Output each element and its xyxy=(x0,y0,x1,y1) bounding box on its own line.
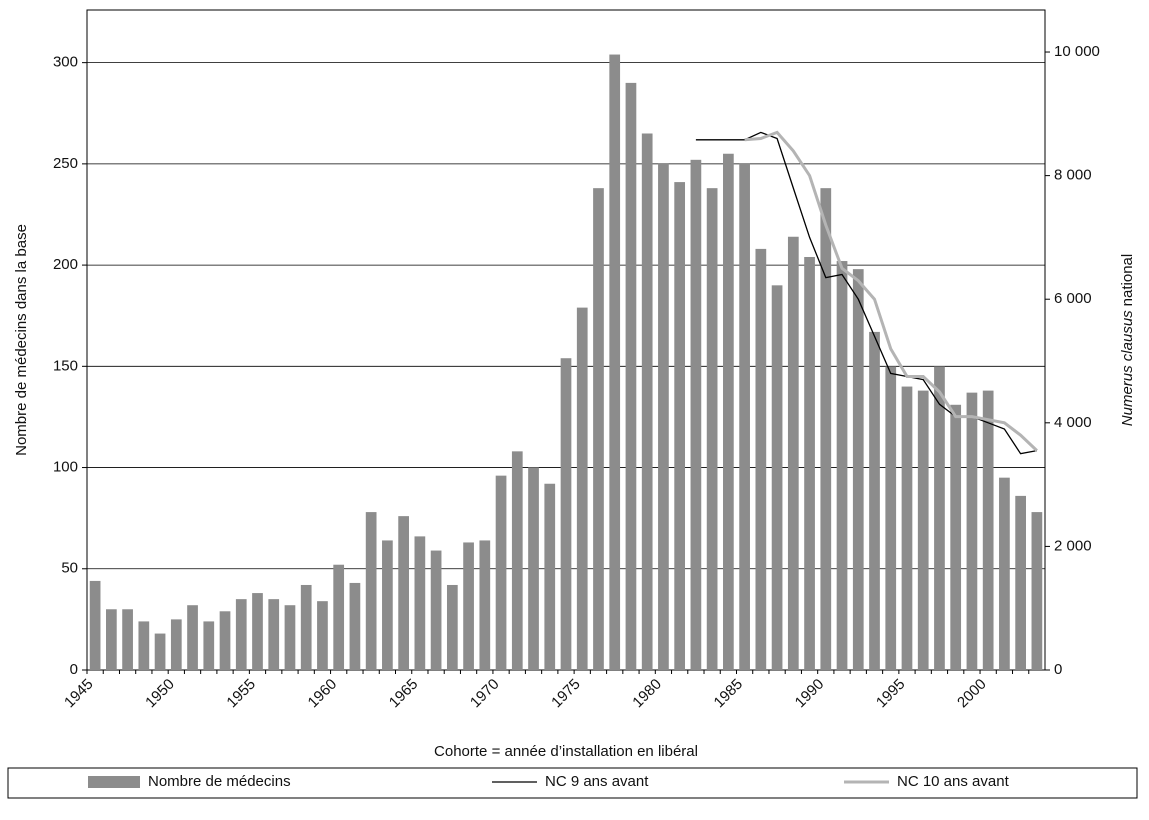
bar xyxy=(576,307,588,670)
x-tick-label: 1970 xyxy=(467,676,503,712)
bar xyxy=(528,467,539,670)
bar xyxy=(625,82,637,671)
y2-tick-label: 4 000 xyxy=(1054,414,1092,431)
x-tick-label: 1955 xyxy=(223,676,259,712)
bar xyxy=(219,611,231,670)
x-tick-label: 2000 xyxy=(954,676,990,712)
bar xyxy=(154,633,166,670)
bar xyxy=(836,261,848,670)
bar xyxy=(414,536,426,670)
bar xyxy=(593,188,604,670)
legend-label: Nombre de médecins xyxy=(148,773,291,790)
bar xyxy=(187,605,198,670)
bar xyxy=(382,540,393,670)
bar xyxy=(317,601,328,670)
y-tick-label: 250 xyxy=(53,155,78,172)
y2-tick-label: 10 000 xyxy=(1054,43,1100,60)
y2-tick-label: 8 000 xyxy=(1054,167,1092,184)
y2-tick-label: 2 000 xyxy=(1054,537,1092,554)
bar xyxy=(999,477,1010,670)
x-tick-label: 1975 xyxy=(548,676,584,712)
legend-label: NC 9 ans avant xyxy=(545,773,649,790)
bar xyxy=(641,133,653,670)
y2-label-regular: national xyxy=(1119,254,1136,307)
line xyxy=(695,131,1038,455)
bar xyxy=(885,366,897,670)
x-tick-label: 1950 xyxy=(142,676,178,712)
bar xyxy=(1031,512,1043,670)
bar xyxy=(122,609,133,670)
x-tick-label: 1980 xyxy=(629,676,665,712)
bar xyxy=(511,451,523,670)
bar xyxy=(365,512,377,670)
bar xyxy=(1015,495,1027,670)
bar xyxy=(300,584,312,670)
bar xyxy=(755,248,767,671)
y-axis-label: Nombre de médecins dans la base xyxy=(13,224,30,456)
bar xyxy=(739,163,750,670)
y-tick-label: 0 xyxy=(70,661,78,678)
x-tick-label: 1990 xyxy=(792,676,828,712)
bar xyxy=(950,404,962,670)
bar xyxy=(820,188,832,670)
legend-label: NC 10 ans avant xyxy=(897,773,1010,790)
x-tick-label: 1960 xyxy=(305,676,341,712)
line xyxy=(744,130,1038,452)
x-tick-label: 1945 xyxy=(61,676,97,712)
x-axis-label: Cohorte = année d’installation en libéra… xyxy=(434,743,698,760)
y-tick-label: 200 xyxy=(53,256,78,273)
bar xyxy=(690,159,702,670)
bar xyxy=(430,550,442,670)
bar xyxy=(349,582,361,670)
bar xyxy=(934,366,945,670)
bar xyxy=(479,540,491,670)
bar xyxy=(852,269,864,670)
bar xyxy=(706,188,718,670)
bar xyxy=(723,153,734,671)
bar xyxy=(658,163,669,670)
bar xyxy=(252,593,263,670)
y2-tick-label: 6 000 xyxy=(1054,290,1092,307)
y2-tick-label: 0 xyxy=(1054,661,1062,678)
bar xyxy=(674,182,686,671)
bar xyxy=(463,542,474,670)
y-tick-label: 50 xyxy=(61,560,78,577)
legend-swatch xyxy=(88,776,140,788)
bar xyxy=(105,609,117,670)
bar xyxy=(284,605,296,670)
bar xyxy=(398,516,409,670)
y-tick-label: 300 xyxy=(53,54,78,71)
bar xyxy=(609,54,621,671)
bar xyxy=(170,619,182,670)
y2-axis-label: Numerus clausus national xyxy=(1119,254,1136,426)
bar xyxy=(268,599,280,670)
bar xyxy=(544,483,556,670)
x-tick-label: 1995 xyxy=(873,676,909,712)
y-tick-label: 100 xyxy=(53,459,78,476)
bar xyxy=(235,599,247,670)
bar xyxy=(966,392,978,670)
bar xyxy=(446,584,458,670)
bar xyxy=(138,621,150,670)
x-tick-label: 1985 xyxy=(711,676,747,712)
bar xyxy=(495,475,507,670)
bar xyxy=(333,564,345,670)
bar xyxy=(560,358,572,670)
y-tick-label: 150 xyxy=(53,357,78,374)
bar xyxy=(203,621,215,670)
bar xyxy=(982,390,994,670)
bar xyxy=(89,580,101,670)
bar xyxy=(869,331,880,670)
bar xyxy=(917,390,929,670)
x-tick-label: 1965 xyxy=(386,676,422,712)
legend-box xyxy=(7,767,1138,799)
bar xyxy=(901,386,913,670)
bar xyxy=(771,285,783,670)
bar xyxy=(804,256,815,670)
bar xyxy=(787,236,799,670)
y2-label-italic: Numerus clausus xyxy=(1119,310,1136,426)
